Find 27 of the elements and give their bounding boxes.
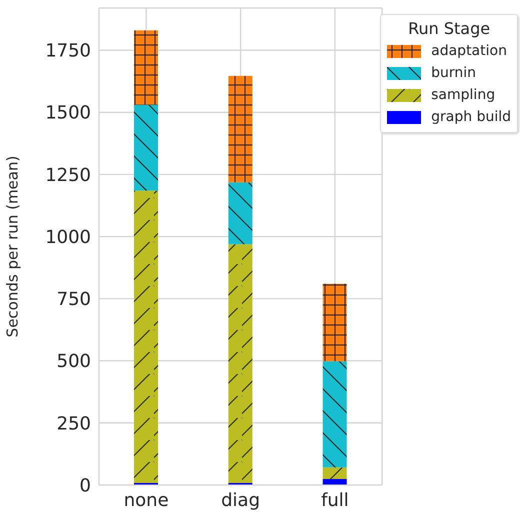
bar: [134, 190, 158, 484]
x-tick-label: full: [321, 490, 349, 511]
bar: [228, 182, 252, 244]
legend-label: sampling: [430, 86, 496, 105]
bar: [322, 467, 347, 480]
y-tick-label: 750: [56, 289, 91, 310]
bar: [228, 76, 252, 182]
y-tick-label: 0: [80, 475, 91, 496]
y-tick-label: 1750: [45, 40, 91, 62]
bar: [134, 104, 158, 191]
x-tick-label: diag: [221, 490, 260, 511]
bar: [228, 244, 252, 484]
legend-label: burnin: [430, 64, 478, 83]
y-tick-label: 500: [56, 351, 91, 372]
legend-title: Run Stage: [407, 19, 492, 38]
y-axis-title: Seconds per run (mean): [3, 156, 22, 338]
x-tick-label: none: [124, 490, 169, 511]
y-tick-label: 1000: [45, 226, 91, 248]
bar: [322, 361, 347, 468]
bar: [322, 479, 347, 485]
bar: [322, 284, 347, 362]
y-tick-label: 1500: [45, 102, 91, 124]
legend-label: graph build: [430, 108, 511, 127]
bar: [134, 30, 158, 105]
legend-label: adaptation: [430, 42, 508, 61]
y-tick-label: 1250: [45, 164, 91, 186]
y-tick-label: 250: [56, 413, 91, 434]
